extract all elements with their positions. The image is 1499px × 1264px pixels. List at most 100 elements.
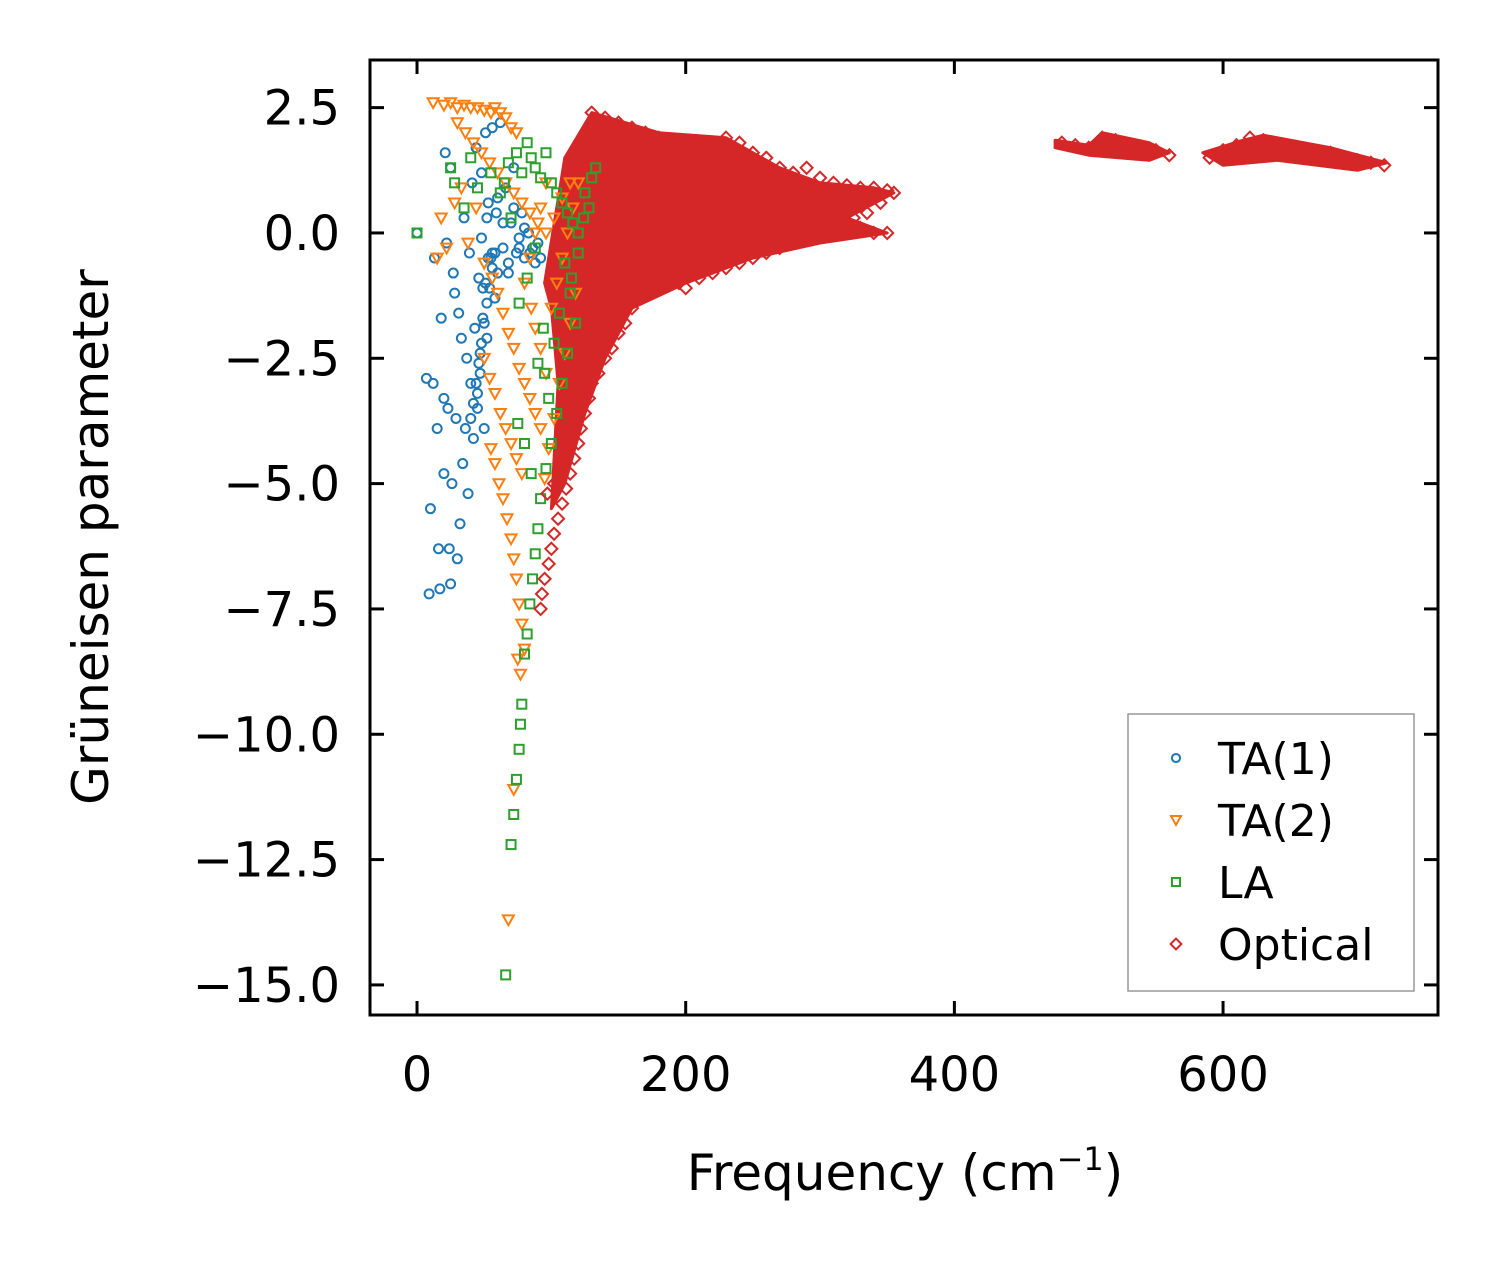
legend: TA(1) TA(2) LA Optical [1127,713,1415,992]
data-point [546,413,562,426]
data-point [826,215,841,231]
data-point [465,152,477,164]
data-point [539,367,551,379]
data-point [486,122,498,134]
data-point [498,423,513,437]
data-point [718,130,734,146]
data-point [447,267,459,279]
data-point [476,232,488,244]
data-point [482,197,494,209]
data-point [1229,137,1244,153]
data-point [533,423,548,437]
y-tick-label: −15.0 [193,958,340,1014]
data-point [487,387,503,401]
data-point [570,436,586,451]
data-point [466,137,481,151]
data-point [758,150,774,166]
data-point [624,300,640,316]
data-point [506,187,521,201]
data-point [514,718,526,730]
data-point [554,496,570,512]
data-point [436,99,452,113]
data-point [745,145,761,161]
data-point [1255,132,1271,148]
data-point [462,488,474,500]
data-point [438,392,450,404]
data-point [465,412,477,424]
data-point [495,493,511,507]
data-point [502,157,514,169]
data-point [570,317,582,329]
data-point [543,541,559,557]
data-point [578,212,590,224]
data-point [581,390,597,406]
data-point [529,242,541,254]
data-point [509,127,524,141]
data-point [1054,135,1070,151]
data-point [1094,130,1110,146]
data-point [1296,145,1312,161]
data-point [546,476,562,492]
data-point [590,335,606,351]
data-point [476,257,492,271]
y-tick-label: −7.5 [223,582,340,638]
series-optical [533,105,1392,617]
data-point [572,227,584,239]
data-point [644,270,660,286]
data-point [705,265,720,281]
data-point [458,127,473,141]
legend-label: LA [1218,858,1274,909]
data-point [527,573,539,585]
data-point [745,250,761,266]
y-axis-label: Grüneisen parameter [62,269,120,805]
data-point [489,247,501,259]
data-point [476,352,492,366]
data-point [558,481,574,497]
data-point [513,242,525,254]
x-tick-label: 600 [1177,1047,1269,1103]
data-point [508,202,520,214]
data-point [478,317,490,329]
data-point [477,312,489,324]
data-point [439,147,451,159]
data-point [561,347,573,359]
data-point [425,97,441,111]
data-point [509,453,524,467]
data-point [449,287,461,299]
data-point [521,137,533,149]
data-point [465,377,477,389]
data-point [524,302,539,316]
data-point [513,232,525,244]
data-point [541,443,556,457]
data-point [886,185,902,201]
data-point [513,297,525,309]
x-tick-label: 400 [909,1047,1001,1103]
data-point [491,478,507,492]
data-point [427,377,439,389]
data-point [584,105,600,121]
data-point [550,511,566,527]
data-point [513,743,525,755]
data-point [553,307,565,319]
data-point [552,456,567,471]
data-point [651,130,667,146]
data-point [691,140,707,156]
y-tick-label: 0.0 [264,206,340,262]
data-point [485,167,497,179]
data-point [597,110,613,126]
data-point [450,102,465,116]
data-point [505,839,517,851]
data-point [537,571,553,587]
data-point [543,392,555,404]
data-point [460,237,476,251]
data-point [447,197,462,211]
data-point [559,257,571,269]
data-point [1215,142,1231,158]
data-point [443,543,455,555]
legend-frame [1127,713,1415,992]
data-point [1135,145,1150,161]
data-point [481,212,493,224]
data-point [758,245,774,261]
data-point [1309,147,1325,163]
data-point [718,260,734,276]
